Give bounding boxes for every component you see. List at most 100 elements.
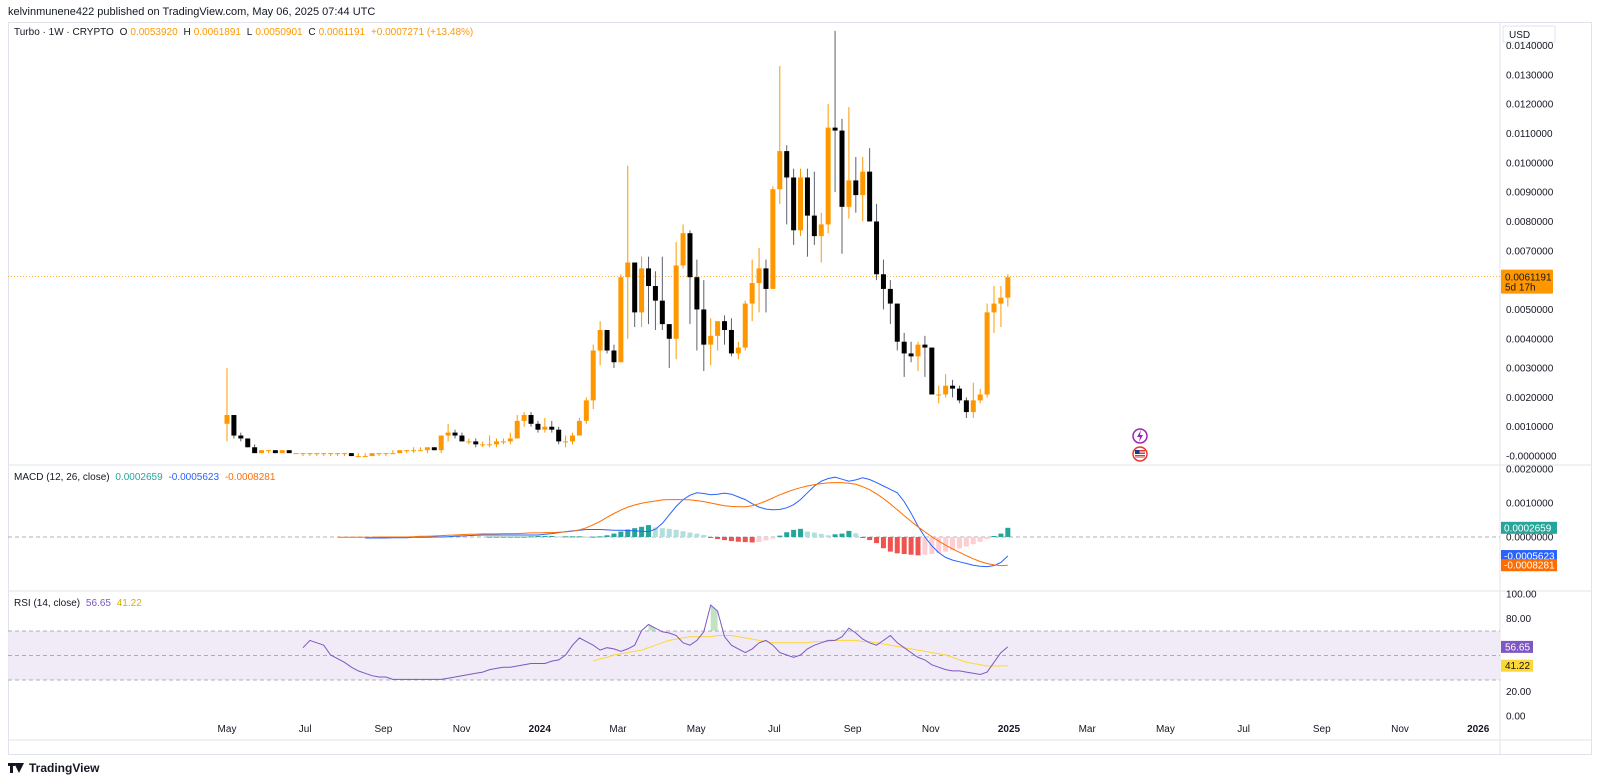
macd-hist-bar: [680, 531, 686, 537]
candle-body: [804, 177, 810, 216]
price-tick-label: 0.0110000: [1506, 129, 1553, 140]
time-tick-label: Sep: [375, 724, 393, 735]
candle-body: [556, 429, 562, 442]
macd-hist-bar: [652, 527, 658, 537]
time-axis[interactable]: May Jul Sep Nov 2024 Mar May Jul Sep Nov 2025 Mar Ma…: [218, 724, 1490, 735]
macd-hist-bar: [991, 535, 997, 537]
candle-body: [915, 344, 921, 357]
brand-name: TradingView: [29, 761, 100, 775]
candle-body: [922, 344, 928, 348]
lightning-icon[interactable]: [1132, 428, 1148, 444]
time-tick-label: Sep: [844, 724, 862, 735]
candle-body: [390, 453, 396, 455]
macd-hist-bar: [583, 536, 589, 538]
macd-hist-bar: [604, 535, 610, 537]
candle-body: [701, 309, 707, 345]
candle-body: [590, 350, 596, 401]
candle-body: [369, 453, 375, 457]
macd-hist-bar: [936, 537, 942, 553]
rsi-ma-line: [593, 635, 1008, 667]
macd-hist-bar: [922, 537, 928, 555]
price-tick-label: 0.0010000: [1506, 422, 1554, 433]
chart-frame[interactable]: [8, 22, 1592, 755]
time-tick-label: Nov: [922, 724, 940, 735]
time-tick-label: May: [1156, 724, 1175, 735]
price-axis[interactable]: 0.0140000 0.0130000 0.0120000 0.0110000 0.01…: [1506, 41, 1557, 463]
candle-body: [376, 453, 382, 455]
candle-body: [680, 233, 686, 266]
candle-body: [238, 435, 244, 439]
high-value: 0.0061891: [193, 27, 241, 38]
symbol-label[interactable]: Turbo · 1W · CRYPTO: [14, 27, 114, 38]
macd-line-badge: [1501, 550, 1557, 563]
open-value: 0.0053920: [130, 27, 178, 38]
candle-body: [811, 215, 817, 237]
candle-body: [694, 277, 700, 310]
candle-body: [756, 268, 762, 284]
macd-hist-bar: [576, 536, 582, 538]
macd-hist-bar: [880, 537, 886, 549]
candle-body: [272, 450, 278, 454]
rsi-tick-label: 100.00: [1506, 590, 1537, 601]
candle-body: [528, 415, 534, 424]
rsi-ma-badge: [1501, 659, 1533, 672]
candle-body: [521, 415, 527, 421]
candle-body: [452, 432, 458, 436]
price-tick-label: 0.0050000: [1506, 305, 1554, 316]
macd-hist-bar: [708, 537, 714, 539]
candle-body: [673, 265, 679, 339]
macd-hist-bar: [632, 528, 638, 537]
macd-hist-bar: [570, 536, 575, 538]
time-tick-label: Sep: [1313, 724, 1331, 735]
candle-body: [286, 450, 292, 454]
candle-body: [666, 324, 672, 339]
macd-hist-bar: [556, 536, 562, 538]
macd-hist-bar: [535, 535, 541, 537]
macd-hist-bar: [874, 537, 880, 544]
macd-tick-label: 0.0020000: [1506, 465, 1554, 476]
price-tick-label: 0.0080000: [1506, 217, 1554, 228]
macd-hist-bar: [666, 528, 672, 537]
candle-body: [853, 180, 859, 196]
candle-body: [563, 441, 569, 443]
macd-hist-bar: [563, 536, 569, 538]
candle-body: [535, 423, 541, 430]
macd-axis[interactable]: 0.0020000 0.0010000 0.0000000: [1506, 465, 1554, 544]
macd-hist-bar: [943, 537, 949, 552]
macd-hist-bar: [798, 528, 804, 537]
price-tick-label: 0.0030000: [1506, 364, 1554, 375]
candle-body: [404, 450, 410, 452]
candle-body: [293, 453, 299, 455]
time-tick-label: Jul: [1237, 724, 1250, 735]
macd-hist-bar: [977, 537, 983, 542]
macd-hist-bar: [528, 536, 534, 538]
candle-body: [597, 329, 603, 351]
currency-box[interactable]: [1502, 25, 1556, 43]
macd-hist-bar: [867, 537, 873, 541]
candle-body: [314, 453, 320, 455]
rsi-title[interactable]: RSI (14, close): [14, 598, 81, 609]
candle-body: [424, 447, 430, 451]
price-tick-label: 0.0100000: [1506, 158, 1554, 169]
low-value: 0.0050901: [255, 27, 303, 38]
macd-hist-badge-value: 0.0002659: [1504, 523, 1552, 534]
macd-hist-bar: [887, 537, 893, 552]
tradingview-brand[interactable]: TradingView: [8, 761, 99, 775]
candle-body: [818, 224, 824, 237]
time-tick-label: 2024: [529, 724, 552, 735]
candle-body: [397, 450, 403, 454]
macd-hist-bar: [804, 531, 810, 537]
candle-body: [445, 432, 451, 436]
price-tick-label: 0.0020000: [1506, 393, 1554, 404]
candle-body: [328, 453, 334, 455]
macd-hist-bar: [500, 536, 506, 538]
candle-body: [846, 180, 852, 207]
candle-body: [950, 385, 956, 389]
macd-hist-bar: [507, 536, 513, 538]
time-tick-label: Nov: [453, 724, 471, 735]
macd-title[interactable]: MACD (12, 26, close): [14, 472, 110, 483]
open-label: O: [119, 27, 128, 38]
rsi-axis[interactable]: 100.00 80.00 20.00 0.00: [1506, 590, 1537, 723]
us-flag-icon[interactable]: [1132, 446, 1148, 462]
